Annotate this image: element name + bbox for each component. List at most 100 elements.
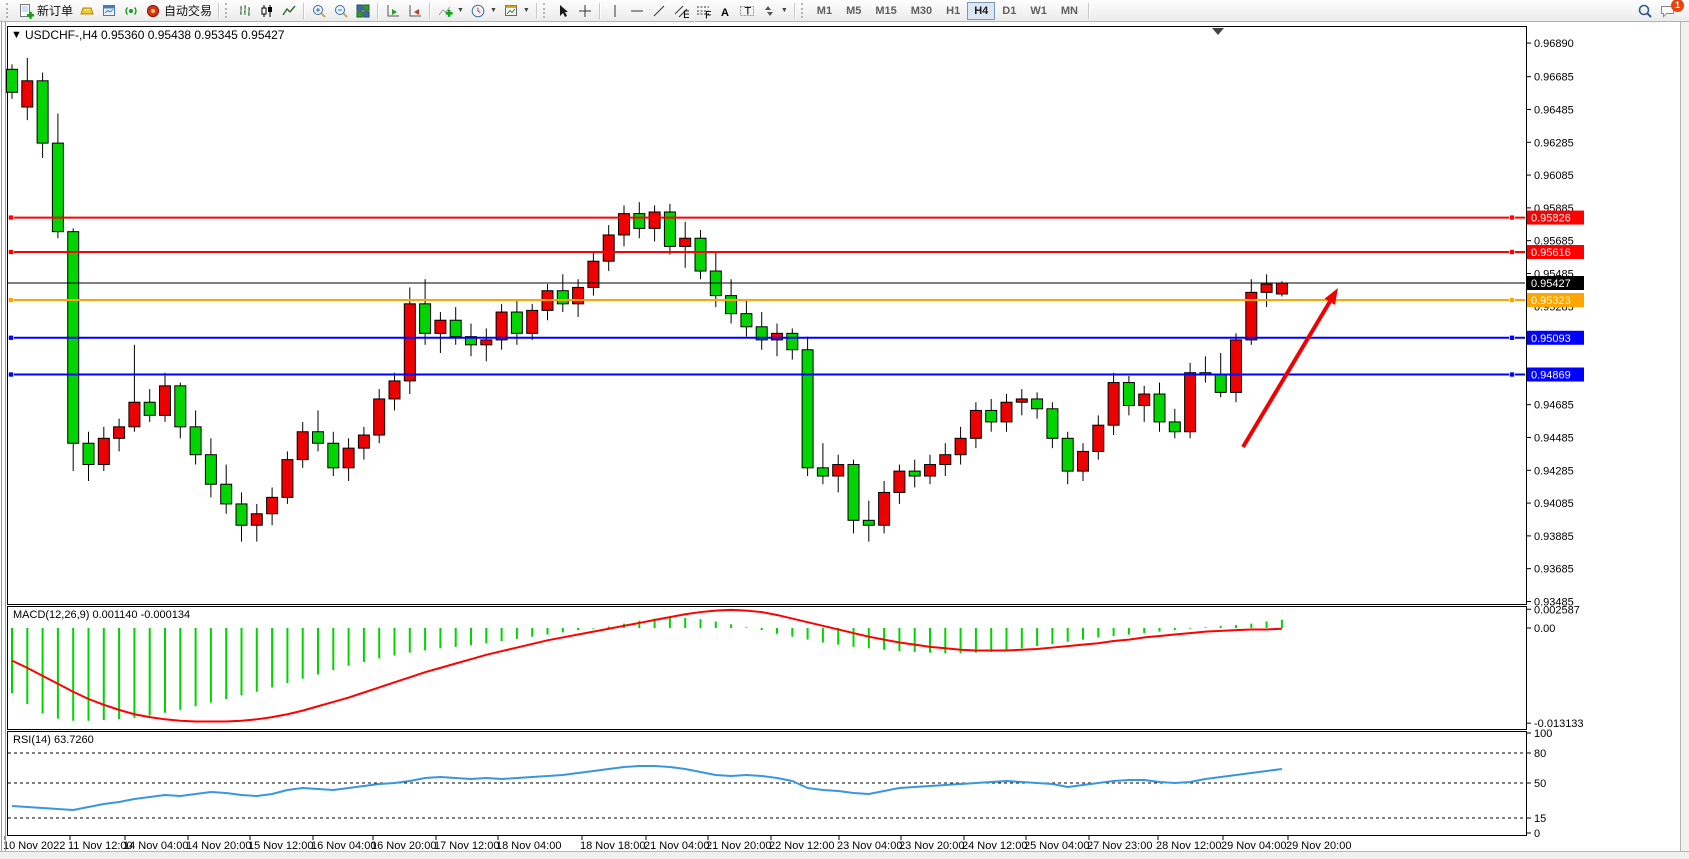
tile-windows-button[interactable] [352, 1, 374, 21]
toolbar-separator [793, 2, 796, 19]
candle [495, 311, 508, 341]
timeframe-w1-button[interactable]: W1 [1023, 2, 1054, 20]
zoom-in-button[interactable] [308, 1, 330, 21]
rsi-axis-label: 0 [1534, 828, 1540, 840]
crosshair-button[interactable] [574, 1, 596, 21]
svg-text:F: F [705, 9, 711, 19]
timeframe-m15-button[interactable]: M15 [868, 2, 903, 20]
trend-arrow-head[interactable] [1324, 288, 1338, 305]
candlestick-chart-button[interactable] [256, 1, 278, 21]
time-axis-label: 17 Nov 12:00 [434, 840, 499, 852]
toolbar-separator [535, 2, 538, 19]
gold-bar-icon [80, 7, 94, 14]
time-axis-label: 27 Nov 23:00 [1087, 840, 1152, 852]
toolbar-separator [377, 2, 380, 19]
arrows-button[interactable]: ▼ [758, 1, 791, 21]
new-order-button[interactable]: 新订单 [15, 1, 76, 21]
timeframe-h1-button[interactable]: H1 [939, 2, 967, 20]
bar-chart-button[interactable] [234, 1, 256, 21]
time-axis-label: 16 Nov 04:00 [311, 840, 376, 852]
periods-button[interactable]: ▼ [467, 1, 500, 21]
equidistant-channel-button[interactable]: E [670, 1, 692, 21]
timeframe-m5-button[interactable]: M5 [839, 2, 868, 20]
trend-arrow-shaft[interactable] [1241, 300, 1332, 449]
time-axis-label: 18 Nov 18:00 [580, 840, 645, 852]
candle [1061, 437, 1074, 472]
zoom-out-icon [335, 4, 348, 18]
time-axis-label: 21 Nov 04:00 [644, 840, 709, 852]
toolbar-separator [429, 2, 432, 19]
signals-button[interactable] [120, 1, 142, 21]
candle [694, 237, 707, 272]
chart-shift-button[interactable] [404, 1, 426, 21]
hline-handle[interactable] [8, 334, 14, 341]
main-panel[interactable] [7, 26, 1527, 605]
line-chart-button[interactable] [278, 1, 300, 21]
svg-text:A: A [721, 7, 729, 19]
candle [113, 426, 126, 439]
indicators-button[interactable]: ▼ [434, 1, 467, 21]
timeframe-d1-button[interactable]: D1 [995, 2, 1023, 20]
macd-panel[interactable] [7, 606, 1527, 730]
chart-canvas[interactable]: 0.96890 0.96685 0.96485 0.96285 0.96085 0.958… [0, 22, 1689, 859]
candle [1000, 401, 1013, 423]
hline-handle[interactable] [8, 297, 14, 303]
cursor-button[interactable] [552, 1, 574, 21]
hline-handle[interactable] [8, 249, 14, 255]
autotrading-button[interactable]: 自动交易 [142, 1, 215, 21]
chart-area: 0.96890 0.96685 0.96485 0.96285 0.96085 0.958… [0, 22, 1689, 859]
candle [1153, 393, 1166, 423]
candle [924, 464, 936, 477]
candle [1214, 373, 1227, 393]
new-order-icon [20, 3, 34, 19]
hline-handle[interactable] [1509, 371, 1515, 378]
hline-handle[interactable] [1509, 249, 1515, 255]
auto-scroll-button[interactable] [382, 1, 404, 21]
rsi-label: RSI(14) 63.7260 [13, 734, 94, 746]
toolbar-grip[interactable] [542, 3, 548, 18]
zoom-out-button[interactable] [330, 1, 352, 21]
timeframe-m30-button[interactable]: M30 [904, 2, 939, 20]
bottom-edge-strip [0, 851, 1689, 859]
time-axis-label: 23 Nov 04:00 [837, 840, 902, 852]
vertical-line-button[interactable] [604, 1, 626, 21]
left-splitter[interactable] [1, 22, 2, 859]
timeframe-m1-button[interactable]: M1 [810, 2, 839, 20]
time-axis-label: 28 Nov 12:00 [1156, 840, 1221, 852]
timeframe-mn-button[interactable]: MN [1054, 2, 1085, 20]
toolbar-grip[interactable] [225, 3, 230, 18]
search-button[interactable] [1634, 1, 1656, 21]
hline-handle[interactable] [8, 371, 14, 378]
candle [159, 385, 171, 416]
toolbar-grip[interactable] [800, 3, 806, 18]
cursor-icon [559, 4, 568, 17]
candle [1260, 283, 1273, 293]
time-axis-label: 10 Nov 2022 [3, 840, 65, 852]
candle [449, 319, 462, 338]
chart-shift-marker[interactable] [1212, 28, 1224, 35]
notification-badge: 1 [1671, 0, 1684, 12]
timeframe-h4-button[interactable]: H4 [967, 1, 996, 20]
hline-handle[interactable] [8, 214, 14, 221]
market-watch-button[interactable] [98, 1, 120, 21]
metaeditor-button[interactable] [76, 1, 98, 21]
notifications-button[interactable]: 1 [1656, 0, 1684, 21]
candle [985, 409, 998, 423]
text-label-button[interactable]: T [736, 1, 758, 21]
trendline-button[interactable] [648, 1, 670, 21]
candle [602, 234, 615, 262]
horizontal-line-button[interactable] [626, 1, 648, 21]
price-axis-label: 0.93685 [1534, 564, 1574, 576]
chart-collapse-icon[interactable]: ▼ [11, 29, 22, 41]
text-button[interactable]: A [714, 1, 736, 21]
hline-handle[interactable] [1509, 334, 1515, 341]
candle [480, 339, 493, 346]
candle [1031, 398, 1044, 410]
macd-axis-label: 0.002587 [1534, 604, 1580, 616]
templates-button[interactable]: ▼ [500, 1, 533, 21]
candle [128, 401, 141, 428]
toolbar-grip[interactable] [6, 3, 11, 18]
hline-handle[interactable] [1509, 214, 1515, 221]
hline-handle[interactable] [1509, 297, 1515, 303]
fibonacci-button[interactable]: F [692, 1, 714, 21]
